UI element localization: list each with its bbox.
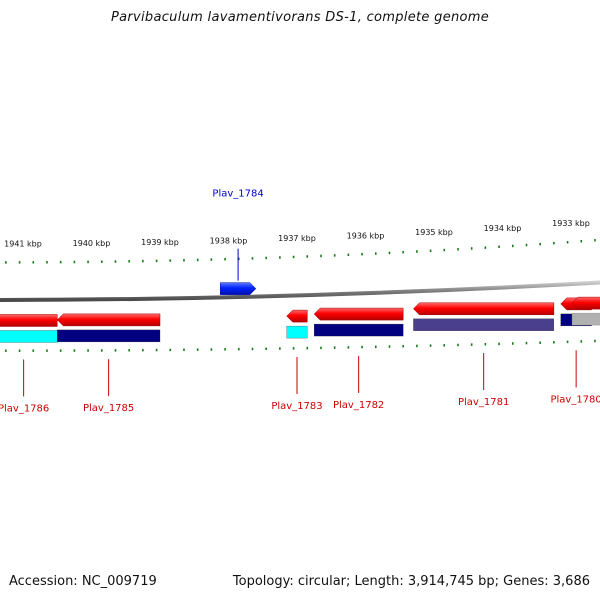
gene-label[interactable]: Plav_1781	[458, 397, 509, 408]
scale-label: 1939 kbp	[141, 238, 179, 247]
gene-labels: Plav_1784 Plav_1786 Plav_1785 Plav_1783 Plav…	[0, 189, 600, 415]
gene-track-bar	[571, 312, 600, 326]
accession-text: Accession: NC_009719	[9, 574, 157, 589]
gene-track-bar	[57, 329, 161, 343]
scale-label: 1938 kbp	[210, 236, 248, 245]
gene-label[interactable]: Plav_1780	[550, 394, 600, 405]
reverse-gene-arrow[interactable]	[571, 296, 600, 310]
gene-label[interactable]: Plav_1782	[333, 400, 384, 411]
scale-label: 1941 kbp	[4, 240, 42, 249]
gene-track-bar	[0, 330, 58, 343]
reverse-gene-arrow[interactable]	[286, 309, 308, 323]
gene-track-bar	[286, 325, 308, 339]
gene-label[interactable]: Plav_1784	[212, 189, 263, 200]
scale-label: 1933 kbp	[552, 219, 590, 228]
gene-label[interactable]: Plav_1783	[271, 401, 322, 412]
scale-label: 1936 kbp	[347, 231, 385, 240]
reverse-gene-arrow[interactable]	[0, 314, 58, 327]
scale-label: 1934 kbp	[484, 224, 522, 233]
reverse-strand-genes	[0, 296, 600, 343]
scale-label: 1935 kbp	[415, 228, 453, 237]
genome-backbone	[0, 280, 600, 302]
topology-text: Topology: circular; Length: 3,914,745 bp…	[232, 574, 590, 589]
scale-ticks-top	[5, 239, 596, 264]
reverse-gene-arrow[interactable]	[413, 302, 555, 316]
scale-label: 1937 kbp	[278, 234, 316, 243]
scale-labels: 1941 kbp 1940 kbp 1939 kbp 1938 kbp 1937 kbp…	[4, 219, 590, 248]
gene-track-bar	[413, 318, 555, 331]
gene-label[interactable]: Plav_1786	[0, 403, 49, 414]
map-title: Parvibaculum lavamentivorans DS-1, compl…	[110, 10, 490, 25]
scale-ticks-bottom	[5, 339, 596, 352]
reverse-gene-arrow[interactable]	[313, 307, 404, 321]
scale-label: 1940 kbp	[73, 239, 111, 248]
gene-label[interactable]: Plav_1785	[83, 403, 134, 414]
gene-track-bar	[313, 323, 404, 337]
forward-gene-arrow[interactable]	[220, 282, 257, 295]
forward-strand-genes	[220, 282, 257, 295]
reverse-gene-arrow[interactable]	[56, 313, 161, 327]
